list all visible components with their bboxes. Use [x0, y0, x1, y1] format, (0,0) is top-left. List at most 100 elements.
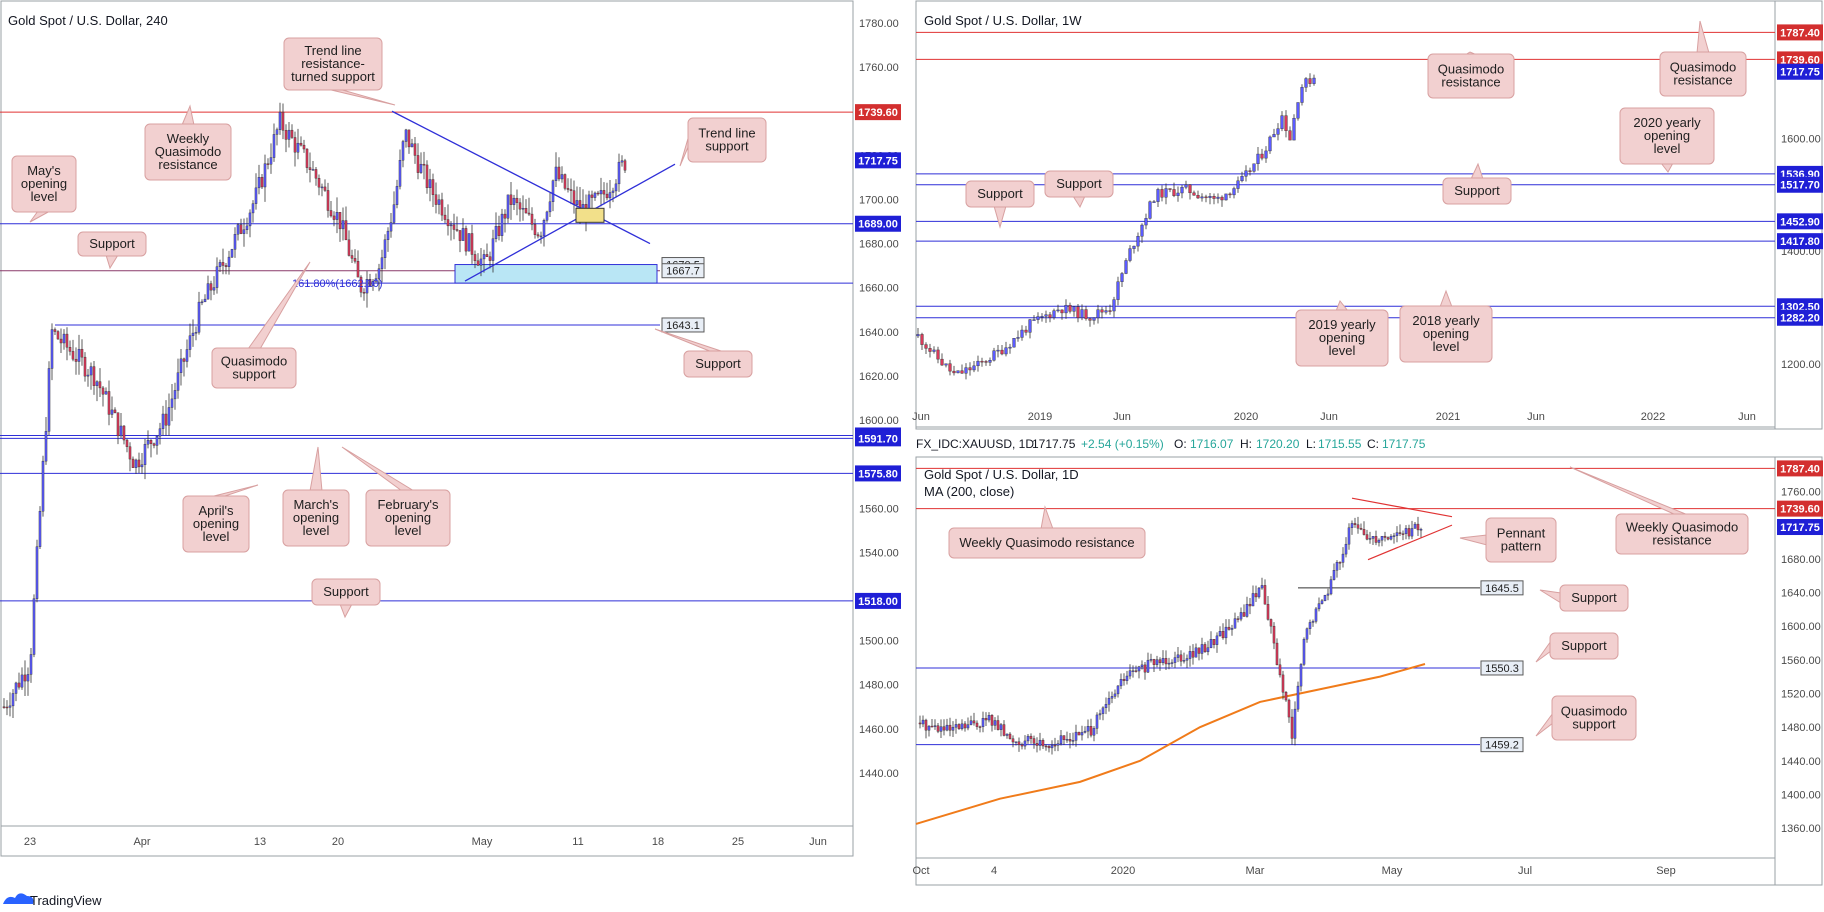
weekly-xtick-1: 2019	[1028, 411, 1052, 423]
weekly-price-tag-4: 1517.70	[1777, 176, 1823, 193]
daily-candle	[1071, 732, 1075, 746]
h4-callout-4-text: Support	[89, 236, 135, 251]
h4-ytick-16: 1440.00	[859, 768, 899, 780]
daily-candle	[1332, 563, 1336, 581]
weekly-candle	[1148, 200, 1152, 220]
daily-price-tag-1: 1739.60	[1777, 500, 1823, 517]
h4-price-tag-2: 1689.00	[855, 215, 901, 232]
h4-price-tag-6: 1518.00	[855, 592, 901, 609]
h4-callout-6: Support	[654, 328, 753, 378]
daily-candle	[1353, 517, 1357, 528]
h4-candle	[494, 212, 498, 243]
h4-candle	[416, 143, 420, 180]
h4-candle	[116, 412, 120, 445]
weekly-candle	[1064, 299, 1068, 319]
svg-text:1787.40: 1787.40	[1780, 463, 1820, 475]
daily-candle	[1134, 665, 1138, 673]
daily-candle	[1077, 731, 1081, 736]
daily-candle	[1122, 673, 1126, 686]
daily-candle	[984, 712, 988, 727]
h4-price-tag-5: 1575.80	[855, 465, 901, 482]
h4-candle	[422, 151, 426, 180]
weekly-candle	[1180, 184, 1184, 199]
daily-candle	[1101, 706, 1105, 721]
weekly-callout-7: 2018 yearly opening level	[1399, 289, 1493, 363]
h4-candle	[359, 275, 363, 298]
h4-candle	[344, 206, 348, 241]
daily-candle	[1008, 732, 1012, 740]
h4-candle	[380, 249, 384, 283]
h4-ytick-9: 1600.00	[859, 415, 899, 427]
daily-candle	[1299, 663, 1303, 692]
weekly-candle	[968, 362, 972, 376]
daily-callout-5: Quasimodo support	[1535, 695, 1637, 741]
weekly-candle	[1048, 312, 1052, 323]
svg-text:1717.75: 1717.75	[858, 155, 898, 167]
h4-price-tag-1: 1717.75	[855, 152, 901, 169]
daily-candle	[1155, 655, 1159, 668]
h4-candle	[302, 139, 306, 153]
weekly-candle	[1104, 305, 1108, 315]
daily-candle	[1359, 523, 1363, 531]
h4-candle	[395, 179, 399, 209]
h4-candle	[56, 330, 60, 340]
weekly-candle	[1288, 126, 1292, 141]
h4-ytick-4: 1700.00	[859, 194, 899, 206]
weekly-candle	[1040, 313, 1044, 322]
h4-candle	[29, 648, 33, 683]
daily-candle	[1167, 657, 1171, 670]
daily-candle	[1005, 733, 1009, 739]
daily-title: Gold Spot / U.S. Dollar, 1D	[924, 467, 1079, 482]
h4-candle	[431, 173, 435, 207]
weekly-ytick-0: 1600.00	[1781, 133, 1821, 145]
daily-candle	[1221, 623, 1225, 640]
weekly-xtick-3: 2020	[1234, 411, 1258, 423]
daily-label-1459: 1459.2	[1480, 737, 1524, 753]
svg-text:1717.75: 1717.75	[1780, 67, 1820, 79]
daily-candle	[1311, 619, 1315, 627]
h4-candle	[569, 178, 573, 205]
h4-candle	[521, 195, 525, 221]
weekly-candle	[992, 347, 996, 362]
daily-candle	[1110, 691, 1114, 704]
weekly-candle	[1128, 245, 1132, 263]
weekly-xtick-8: Jun	[1738, 411, 1756, 423]
tradingview-logo[interactable]: TradingView	[3, 893, 102, 908]
h4-candle	[515, 189, 519, 216]
weekly-candle	[1108, 304, 1112, 315]
weekly-xtick-7: 2022	[1641, 411, 1665, 423]
h4-ytick-5: 1680.00	[859, 239, 899, 251]
daily-candle	[942, 719, 946, 736]
h4-candle	[221, 248, 225, 275]
h4-xtick-6: 18	[652, 836, 664, 848]
h4-candle	[335, 197, 339, 234]
daily-candle	[1149, 653, 1153, 663]
h4-xtick-5: 11	[572, 836, 583, 848]
daily-candle	[1029, 733, 1033, 744]
weekly-xtick-2: Jun	[1113, 411, 1131, 423]
daily-callout-3-text: Support	[1571, 590, 1617, 605]
weekly-candle	[960, 364, 964, 374]
daily-candle	[1173, 651, 1177, 668]
daily-candle	[993, 717, 997, 730]
daily-candle	[1215, 632, 1219, 653]
daily-candle	[1065, 731, 1069, 743]
h4-candle	[617, 153, 621, 192]
daily-candle	[1011, 735, 1015, 748]
daily-candle	[1410, 520, 1414, 540]
h4-candle	[533, 218, 537, 239]
daily-header: FX_IDC:XAUUSD, 1D 1717.75 +2.54 (+0.15%)…	[916, 437, 1426, 451]
h4-candle	[293, 131, 297, 167]
weekly-callout-4: Support	[1044, 170, 1114, 209]
h4-candle	[455, 216, 459, 232]
weekly-candle	[964, 363, 968, 380]
h4-candle	[365, 271, 369, 308]
weekly-candle	[1268, 135, 1272, 154]
h4-candle	[104, 387, 108, 395]
h4-candle	[173, 382, 177, 410]
h4-candle	[185, 339, 189, 368]
h4-title: Gold Spot / U.S. Dollar, 240	[8, 13, 168, 28]
h4-candle	[509, 182, 513, 220]
h4-candle	[512, 194, 516, 211]
svg-text:1417.80: 1417.80	[1780, 236, 1820, 248]
